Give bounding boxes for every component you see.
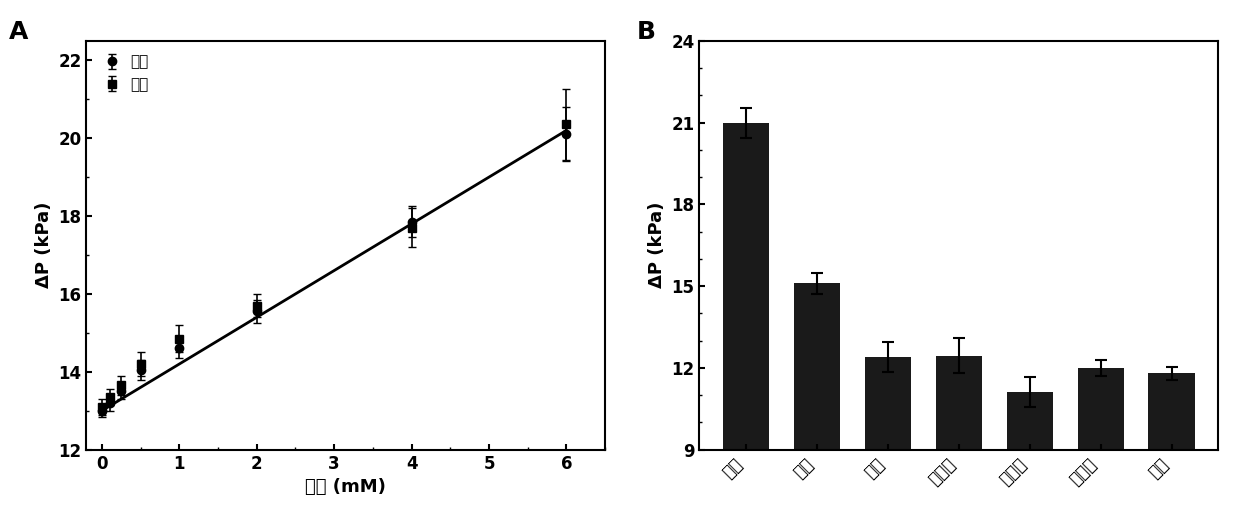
Bar (1006, 392, 1053, 517)
Bar (1078, 368, 1124, 517)
Bar (935, 356, 981, 517)
Bar (1149, 373, 1194, 517)
Bar (865, 357, 911, 517)
Bar (794, 283, 840, 517)
Legend: 缓冲, 唤液: 缓冲, 唤液 (94, 49, 155, 98)
Text: A: A (9, 20, 27, 44)
Y-axis label: ΔP (kPa): ΔP (kPa) (35, 202, 52, 288)
Y-axis label: ΔP (kPa): ΔP (kPa) (648, 202, 665, 288)
Bar (722, 123, 769, 517)
X-axis label: 酒精 (mM): 酒精 (mM) (305, 478, 387, 496)
Text: B: B (637, 20, 655, 44)
